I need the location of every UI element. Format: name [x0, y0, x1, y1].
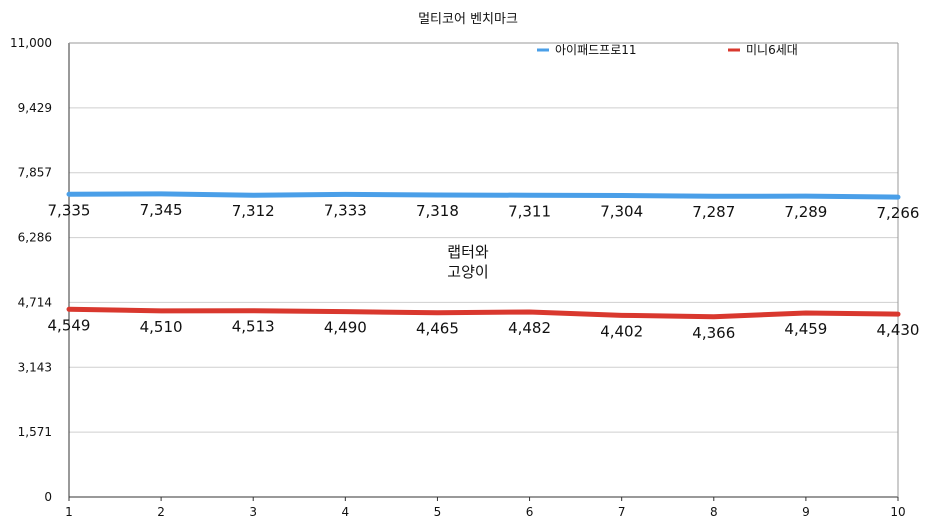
data-label: 4,549: [48, 316, 91, 334]
data-label: 4,430: [877, 321, 920, 339]
data-label: 7,333: [324, 201, 367, 219]
x-tick-label: 6: [526, 505, 534, 519]
y-tick-label: 4,714: [18, 295, 52, 309]
data-label: 7,345: [140, 201, 183, 219]
data-label: 7,289: [784, 203, 827, 221]
x-tick-label: 3: [249, 505, 257, 519]
chart-title: 멀티코어 벤치마크: [418, 12, 518, 27]
data-label: 7,266: [877, 204, 920, 222]
watermark-line-2: 고양이: [447, 263, 489, 281]
watermark-line-1: 랩터와: [447, 243, 489, 261]
data-label: 4,402: [600, 322, 643, 340]
legend-label: 미니6세대: [746, 43, 798, 57]
data-label: 7,304: [600, 203, 643, 221]
x-tick-label: 2: [157, 505, 165, 519]
y-tick-label: 1,571: [18, 425, 52, 439]
data-label: 7,312: [232, 202, 275, 220]
y-tick-label: 11,000: [10, 36, 52, 50]
x-tick-label: 7: [618, 505, 626, 519]
data-label: 7,311: [508, 202, 551, 220]
data-label: 7,287: [692, 203, 735, 221]
x-tick-label: 1: [65, 505, 73, 519]
data-label: 4,490: [324, 319, 367, 337]
data-label: 4,510: [140, 318, 183, 336]
data-label: 4,513: [232, 318, 275, 336]
x-tick-label: 8: [710, 505, 718, 519]
data-label: 4,482: [508, 319, 551, 337]
legend-label: 아이패드프로11: [555, 43, 637, 57]
data-label: 4,465: [416, 320, 459, 338]
watermark: 랩터와 고양이: [418, 242, 518, 282]
y-tick-label: 3,143: [18, 360, 52, 374]
y-tick-label: 7,857: [18, 166, 52, 180]
y-tick-label: 0: [44, 490, 52, 504]
x-tick-label: 5: [434, 505, 442, 519]
x-tick-label: 4: [342, 505, 350, 519]
y-tick-label: 9,429: [18, 101, 52, 115]
x-tick-label: 10: [890, 505, 905, 519]
data-label: 7,318: [416, 202, 459, 220]
series-line-2: [66, 306, 901, 320]
data-label: 4,366: [692, 324, 735, 342]
series-line-1: [66, 191, 901, 200]
y-tick-label: 6,286: [18, 231, 52, 245]
x-tick-label: 9: [802, 505, 810, 519]
data-label: 7,335: [48, 201, 91, 219]
data-label: 4,459: [784, 320, 827, 338]
